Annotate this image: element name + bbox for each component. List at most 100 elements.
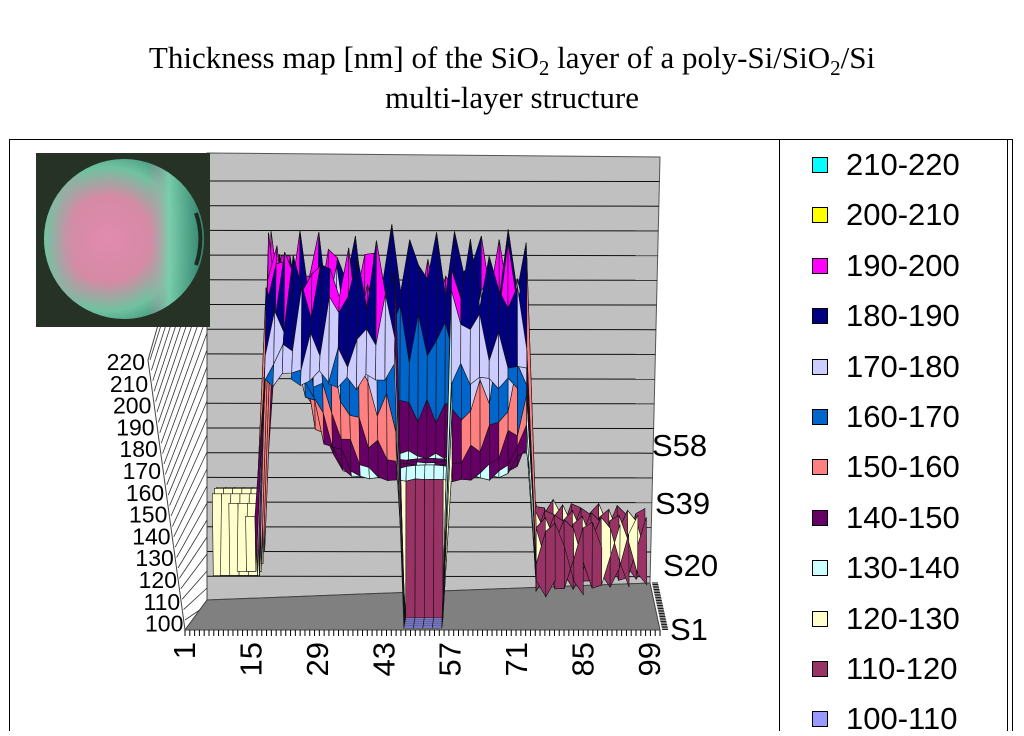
chart-frame <box>9 139 1013 731</box>
legend-swatch <box>812 711 828 728</box>
z-tick-label: 180 <box>119 436 157 462</box>
z-tick-label: 130 <box>135 545 173 571</box>
surface-cell <box>507 366 518 390</box>
surface-cell <box>386 459 398 481</box>
z-tick-label: 150 <box>129 502 167 528</box>
z-tick-label: 220 <box>107 349 145 375</box>
surface-cell <box>431 625 443 629</box>
wafer-photo-icon <box>36 153 210 327</box>
surface-cell <box>433 478 444 619</box>
x-tick-label: 99 <box>632 642 667 676</box>
surface-cell <box>414 464 426 480</box>
left-hatch-line <box>177 519 208 569</box>
x-tick-label: 85 <box>566 642 601 676</box>
surface-cell <box>422 625 433 629</box>
surface-cell <box>451 462 463 482</box>
legend-swatch <box>812 509 828 526</box>
z-tick-label: 190 <box>116 414 154 440</box>
x-tick-label: 29 <box>300 642 335 676</box>
legend-label: 190-200 <box>846 247 960 283</box>
title-line-2: multi-layer structure <box>385 80 639 115</box>
legend-label: 150-160 <box>846 449 960 485</box>
surface-cell <box>433 464 444 480</box>
z-tick-label: 140 <box>132 523 170 549</box>
left-hatch-line <box>173 468 208 537</box>
legend-label: 100-110 <box>846 701 958 736</box>
legend-swatch <box>812 409 828 425</box>
surface-cell <box>405 478 416 619</box>
left-hatch-line <box>160 315 208 444</box>
legend-label: 160-170 <box>846 399 960 434</box>
z-tick-label: 120 <box>139 567 177 593</box>
left-hatch-line <box>180 553 208 590</box>
surface-cell <box>405 464 417 482</box>
legend-label: 120-130 <box>846 600 960 636</box>
legend-swatch <box>812 560 828 577</box>
surface-cell <box>423 478 435 619</box>
y-axis-labels: S58 S39 S20 S1 <box>652 428 718 647</box>
legend-swatch <box>812 358 828 375</box>
legend-swatch <box>812 308 828 325</box>
y-tick-label: S58 <box>652 428 707 463</box>
z-tick-label: 200 <box>113 393 151 419</box>
x-tick-label: 43 <box>366 642 401 676</box>
left-hatch-line <box>176 502 208 558</box>
x-tick-label: 57 <box>433 642 468 676</box>
legend-label: 200-210 <box>846 197 960 233</box>
x-tick-label: 71 <box>499 642 534 676</box>
legend-swatch <box>812 207 828 224</box>
title-subscript: 2 <box>830 56 841 81</box>
x-tick-label: 1 <box>167 642 202 659</box>
surface-cell <box>403 625 415 629</box>
surface-cell <box>610 524 621 562</box>
surface-cell <box>573 527 584 596</box>
legend-label: 180-190 <box>846 298 960 334</box>
x-axis-labels: 1 15 29 43 57 71 85 99 <box>167 642 667 676</box>
left-hatch-line <box>167 400 208 496</box>
title-text: layer of a poly-Si/SiO <box>549 40 831 75</box>
z-tick-label: 160 <box>126 480 164 506</box>
legend-box <box>779 139 1008 731</box>
z-tick-label: 210 <box>110 371 148 397</box>
x-tick-label: 15 <box>233 642 268 676</box>
y-tick-label: S39 <box>655 486 710 521</box>
legend-swatch <box>812 661 828 677</box>
legend-swatch <box>812 459 828 476</box>
surface-cell <box>425 457 436 464</box>
left-hatch-line <box>183 587 208 610</box>
surface-cell <box>412 625 424 629</box>
surface-cell <box>245 515 257 572</box>
surface-mesh <box>211 224 648 629</box>
surface-cell <box>424 464 435 480</box>
legend-label: 170-180 <box>846 348 960 384</box>
legend-swatch <box>812 257 828 274</box>
left-hatch-line <box>169 417 208 506</box>
surface-cell <box>399 400 410 455</box>
axis-ticks <box>184 582 669 636</box>
left-hatch-line <box>181 570 208 600</box>
z-tick-label: 110 <box>144 589 181 615</box>
surface-cell <box>591 522 603 589</box>
surface-cell <box>619 533 630 588</box>
wall-gridline <box>206 180 660 182</box>
wall-gridline <box>206 205 659 207</box>
legend-label: 130-140 <box>846 550 960 586</box>
left-hatch-line <box>172 451 208 527</box>
legend-label: 140-150 <box>846 499 960 535</box>
left-hatch-line <box>170 434 208 517</box>
z-tick-label: 100 <box>145 611 183 637</box>
y-tick-label: S20 <box>663 548 718 583</box>
left-hatch-line <box>179 536 208 579</box>
chart-title: Thickness map [nm] of the SiO2 layer of … <box>0 38 1024 118</box>
legend-swatch <box>812 157 828 173</box>
left-hatch-line <box>165 366 208 475</box>
legend-swatch <box>812 610 828 627</box>
left-hatch-line <box>166 383 208 485</box>
left-hatch-line <box>162 332 208 454</box>
title-text: /Si <box>840 40 876 75</box>
z-tick-label: 170 <box>123 458 161 484</box>
surface-cell <box>489 421 500 465</box>
title-subscript: 2 <box>538 56 550 81</box>
